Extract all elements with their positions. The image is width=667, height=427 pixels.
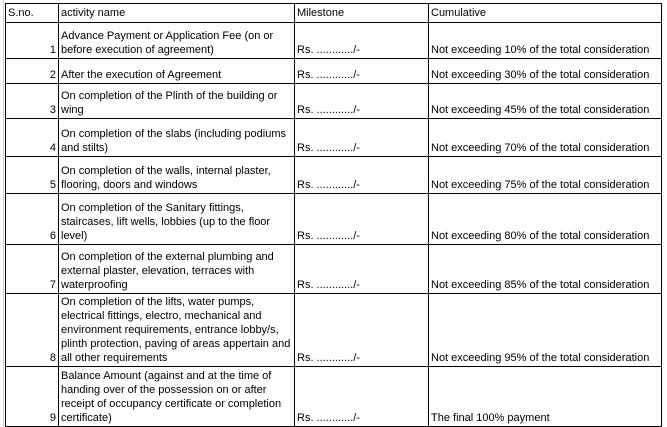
sno-cell[interactable]: 7	[5, 244, 59, 294]
cumulative-cell[interactable]: Not exceeding 45% of the total considera…	[428, 83, 662, 119]
sno-cell[interactable]: 6	[5, 193, 59, 245]
activity-cell[interactable]: Advance Payment or Application Fee (on o…	[58, 22, 295, 59]
table-row: 5 On completion of the walls, internal p…	[5, 156, 662, 194]
cumulative-cell[interactable]: The final 100% payment	[428, 366, 662, 427]
header-sno[interactable]: S.no.	[5, 3, 59, 23]
sno-cell[interactable]: 2	[5, 58, 59, 84]
cumulative-cell[interactable]: Not exceeding 30% of the total considera…	[428, 58, 662, 84]
table-row: 4 On completion of the slabs (including …	[5, 118, 662, 157]
cumulative-cell[interactable]: Not exceeding 75% of the total considera…	[428, 156, 662, 194]
table-row: 2 After the execution of Agreement Rs. .…	[5, 58, 662, 84]
milestone-cell[interactable]: Rs. ............/-	[294, 366, 429, 427]
table-row: 1 Advance Payment or Application Fee (on…	[5, 22, 662, 59]
activity-cell[interactable]: On completion of the external plumbing a…	[58, 244, 295, 294]
cumulative-cell[interactable]: Not exceeding 70% of the total considera…	[428, 118, 662, 157]
sno-cell[interactable]: 4	[5, 118, 59, 157]
activity-cell[interactable]: On completion of the walls, internal pla…	[58, 156, 295, 194]
header-activity[interactable]: activity name	[58, 3, 295, 23]
table-row: 9 Balance Amount (against and at the tim…	[5, 366, 662, 427]
header-cumulative[interactable]: Cumulative	[428, 3, 662, 23]
table-row: 7 On completion of the external plumbing…	[5, 244, 662, 294]
activity-cell[interactable]: On completion of the lifts, water pumps,…	[58, 293, 295, 367]
activity-cell[interactable]: On completion of the slabs (including po…	[58, 118, 295, 157]
table-row: 3 On completion of the Plinth of the bui…	[5, 83, 662, 119]
milestone-cell[interactable]: Rs. ............/-	[294, 156, 429, 194]
milestone-cell[interactable]: Rs. ............/-	[294, 293, 429, 367]
activity-cell[interactable]: On completion of the Sanitary fittings, …	[58, 193, 295, 245]
cumulative-cell[interactable]: Not exceeding 80% of the total considera…	[428, 193, 662, 245]
activity-cell[interactable]: On completion of the Plinth of the build…	[58, 83, 295, 119]
cumulative-cell[interactable]: Not exceeding 10% of the total considera…	[428, 22, 662, 59]
table-row: 8 On completion of the lifts, water pump…	[5, 293, 662, 367]
sheet-gridline	[0, 0, 4, 427]
header-row: S.no. activity name Milestone Cumulative	[5, 3, 662, 23]
milestone-cell[interactable]: Rs. ............/-	[294, 58, 429, 84]
activity-cell[interactable]: Balance Amount (against and at the time …	[58, 366, 295, 427]
milestone-cell[interactable]: Rs. ............/-	[294, 83, 429, 119]
cumulative-cell[interactable]: Not exceeding 85% of the total considera…	[428, 244, 662, 294]
sno-cell[interactable]: 9	[5, 366, 59, 427]
milestone-cell[interactable]: Rs. ............/-	[294, 118, 429, 157]
sno-cell[interactable]: 8	[5, 293, 59, 367]
sno-cell[interactable]: 1	[5, 22, 59, 59]
table-row: 6 On completion of the Sanitary fittings…	[5, 193, 662, 245]
cumulative-cell[interactable]: Not exceeding 95% of the total considera…	[428, 293, 662, 367]
payment-schedule-table: S.no. activity name Milestone Cumulative…	[5, 3, 662, 427]
sno-cell[interactable]: 3	[5, 83, 59, 119]
milestone-cell[interactable]: Rs. ............/-	[294, 22, 429, 59]
milestone-cell[interactable]: Rs. ............/-	[294, 244, 429, 294]
header-milestone[interactable]: Milestone	[294, 3, 429, 23]
activity-cell[interactable]: After the execution of Agreement	[58, 58, 295, 84]
sno-cell[interactable]: 5	[5, 156, 59, 194]
milestone-cell[interactable]: Rs. ............/-	[294, 193, 429, 245]
